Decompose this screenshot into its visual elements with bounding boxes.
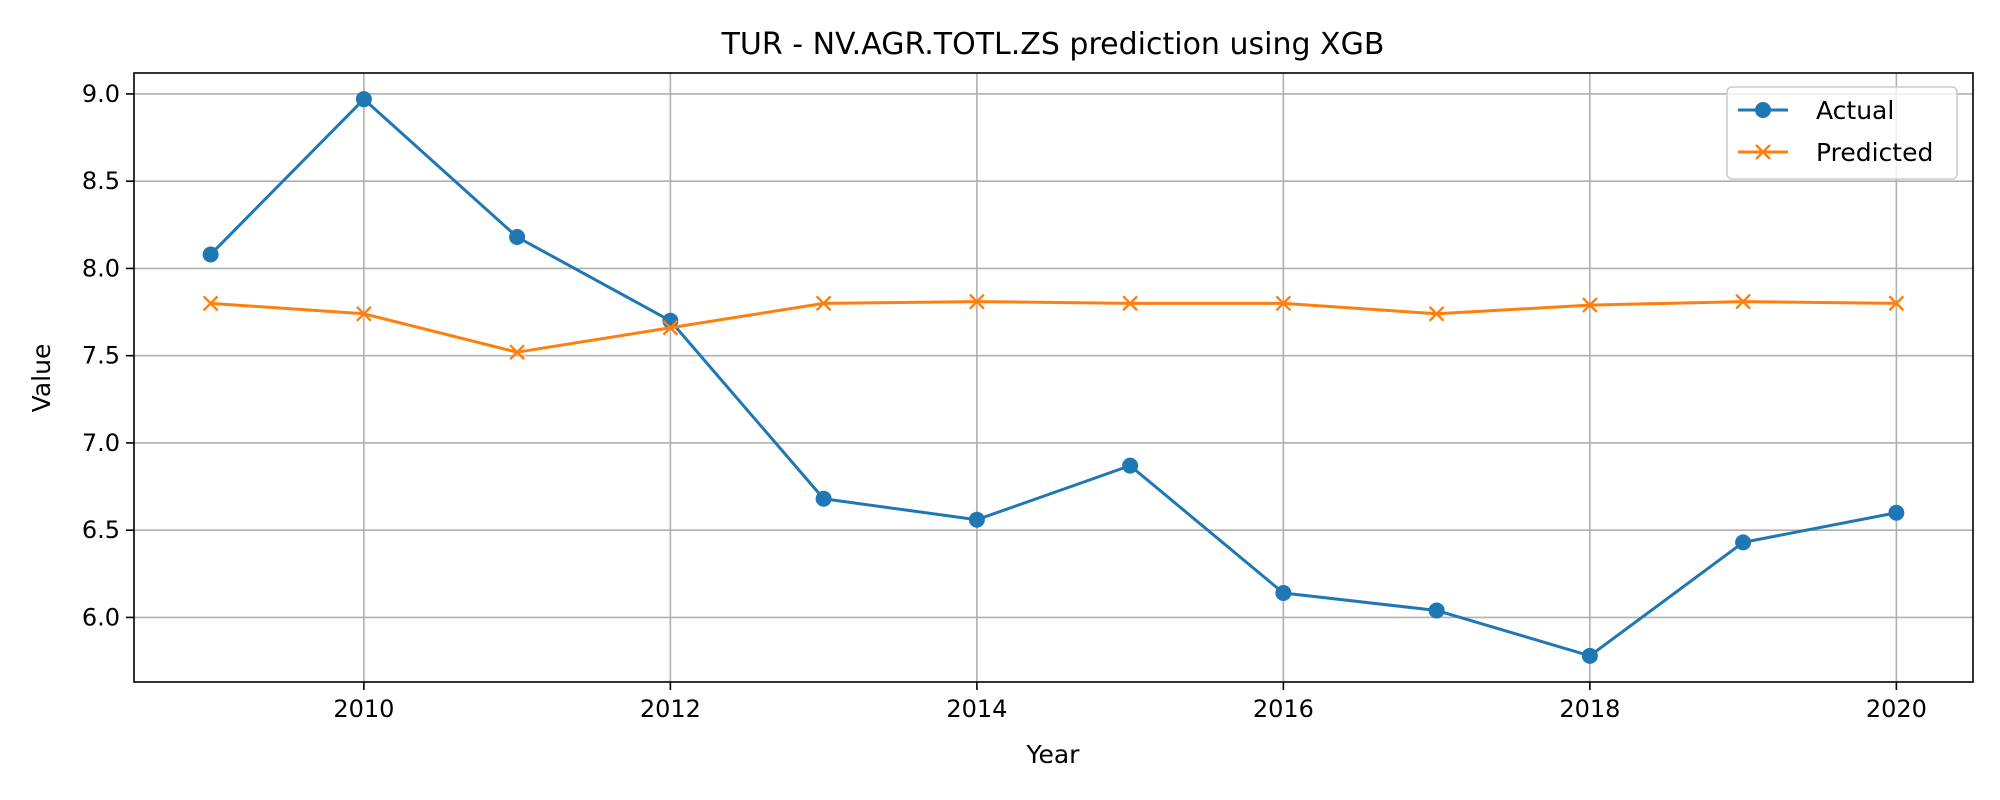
y-tick-label: 6.0 [82, 603, 120, 631]
data-point-predicted [969, 293, 985, 310]
data-point-actual [355, 91, 372, 108]
data-point-predicted [1735, 293, 1751, 310]
chart-title: TUR - NV.AGR.TOTL.ZS prediction using XG… [721, 27, 1385, 62]
y-tick-label: 8.0 [82, 254, 120, 282]
data-point-predicted [1582, 297, 1598, 313]
data-point-actual [1735, 534, 1752, 551]
data-point-actual [1122, 457, 1139, 474]
data-point-predicted [815, 295, 832, 312]
x-tick-label: 2012 [640, 695, 701, 723]
data-point-actual [1888, 504, 1905, 521]
x-tick-label: 2010 [333, 695, 394, 723]
x-tick-label: 2020 [1866, 695, 1927, 723]
data-point-predicted [356, 305, 372, 322]
data-point-actual [202, 246, 219, 263]
data-point-predicted [1122, 295, 1138, 312]
legend: Actual Predicted [1726, 86, 1958, 180]
data-point-actual [1428, 602, 1445, 619]
plot-frame [133, 72, 1974, 683]
data-point-actual [1581, 647, 1598, 664]
legend-marker-predicted [1755, 144, 1771, 160]
data-point-predicted [1428, 305, 1445, 322]
series-line-predicted [210, 300, 1897, 354]
data-point-actual [509, 229, 526, 246]
legend-marker-actual [1755, 102, 1771, 118]
y-tick-label: 8.5 [82, 167, 120, 195]
x-tick-label: 2014 [946, 695, 1007, 723]
y-tick-label: 9.0 [82, 80, 120, 108]
y-axis-label: Value [27, 344, 56, 413]
data-point-predicted [662, 319, 679, 336]
y-tick-label: 7.5 [82, 342, 120, 370]
data-point-predicted [202, 295, 219, 312]
axis-ticks: 2010 2012 2014 2016 2018 2020 6.0 6.5 7.0 7.5 8.0 8… [82, 80, 1927, 723]
data-point-predicted [509, 344, 525, 361]
legend-label-predicted: Predicted [1816, 138, 1933, 167]
x-tick-label: 2018 [1559, 695, 1620, 723]
series-layer [202, 91, 1905, 664]
series-line-actual [209, 97, 1897, 658]
data-point-predicted [1275, 295, 1292, 312]
data-point-predicted [1888, 295, 1905, 312]
x-tick-label: 2016 [1253, 695, 1314, 723]
data-point-actual [1275, 585, 1292, 602]
y-tick-label: 7.0 [82, 429, 120, 457]
x-axis-label: Year [1026, 740, 1081, 769]
y-tick-label: 6.5 [82, 516, 120, 544]
legend-label-actual: Actual [1816, 96, 1894, 125]
data-point-actual [968, 511, 985, 528]
data-point-actual [815, 490, 832, 507]
